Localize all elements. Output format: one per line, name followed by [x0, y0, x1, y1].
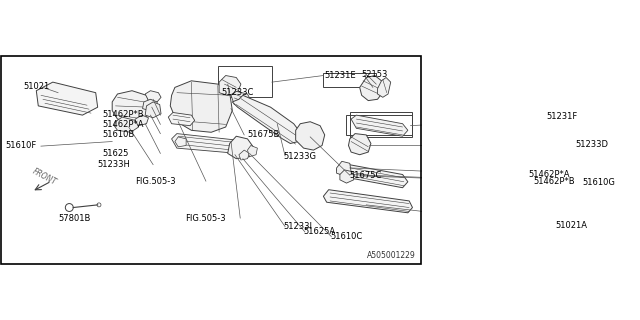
Text: FRONT: FRONT — [31, 166, 58, 187]
Polygon shape — [360, 76, 384, 100]
Polygon shape — [145, 102, 161, 118]
Polygon shape — [337, 161, 351, 176]
Polygon shape — [239, 150, 250, 160]
Polygon shape — [172, 134, 243, 153]
Polygon shape — [219, 76, 241, 95]
Bar — [218, 66, 272, 97]
Text: 51021: 51021 — [23, 82, 49, 91]
Text: 51625A: 51625A — [303, 228, 336, 236]
Text: 51231F: 51231F — [547, 112, 578, 121]
Polygon shape — [175, 137, 186, 147]
Text: 51625: 51625 — [102, 149, 129, 158]
Polygon shape — [340, 170, 354, 183]
Text: 51233H: 51233H — [98, 160, 131, 169]
Text: 51610C: 51610C — [330, 232, 362, 241]
Text: A505001229: A505001229 — [367, 251, 416, 260]
Polygon shape — [378, 77, 390, 97]
Text: 57801B: 57801B — [58, 213, 90, 223]
Polygon shape — [170, 81, 232, 132]
Polygon shape — [168, 113, 195, 126]
Polygon shape — [114, 117, 139, 132]
Polygon shape — [228, 136, 254, 159]
Text: 52153: 52153 — [362, 70, 388, 79]
Polygon shape — [145, 91, 161, 102]
Text: 51610F: 51610F — [5, 141, 36, 150]
Polygon shape — [231, 92, 251, 106]
Polygon shape — [248, 146, 257, 157]
Polygon shape — [337, 163, 408, 188]
Bar — [323, 73, 376, 87]
Bar — [350, 112, 413, 137]
Polygon shape — [351, 115, 408, 136]
Polygon shape — [348, 134, 371, 155]
Bar — [346, 115, 413, 135]
Text: 51462P*B: 51462P*B — [533, 177, 575, 186]
Polygon shape — [296, 122, 324, 150]
Text: 51610B: 51610B — [102, 130, 134, 139]
Text: 51462P*B: 51462P*B — [102, 110, 144, 119]
Text: 51233I: 51233I — [284, 222, 313, 231]
Polygon shape — [133, 115, 148, 126]
Text: 51462P*A: 51462P*A — [529, 170, 570, 179]
Text: 51233D: 51233D — [575, 140, 609, 149]
Polygon shape — [143, 99, 157, 111]
Text: 51233G: 51233G — [284, 152, 317, 161]
Text: 51462P*A: 51462P*A — [102, 120, 144, 129]
Text: 51021A: 51021A — [556, 221, 588, 230]
Text: FIG.505-3: FIG.505-3 — [135, 177, 176, 186]
Polygon shape — [232, 95, 302, 143]
Text: 51675C: 51675C — [350, 171, 382, 180]
Polygon shape — [112, 91, 150, 122]
Polygon shape — [323, 190, 413, 213]
Text: 51675B: 51675B — [248, 131, 280, 140]
Text: 51233C: 51233C — [221, 88, 253, 97]
Text: 51610G: 51610G — [582, 178, 615, 187]
Polygon shape — [36, 82, 98, 115]
Text: 51231E: 51231E — [324, 71, 356, 80]
Text: FIG.505-3: FIG.505-3 — [185, 213, 225, 223]
